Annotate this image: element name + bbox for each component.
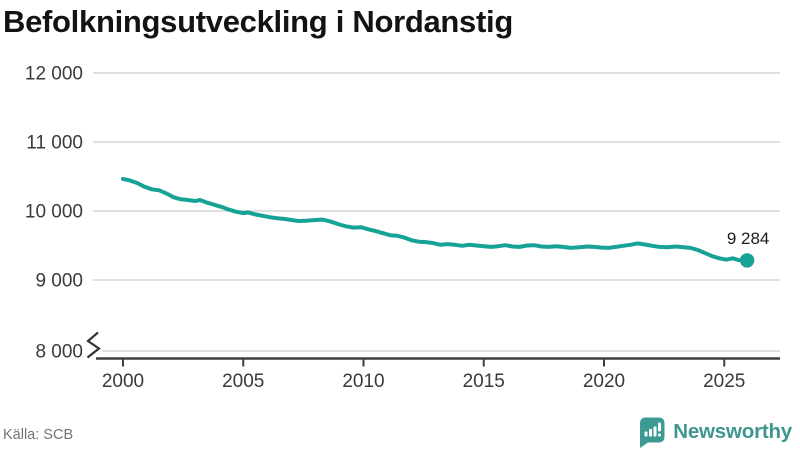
latest-value-marker (739, 253, 755, 268)
population-series-line (121, 176, 750, 263)
x-tick-label: 2005 (222, 371, 264, 392)
x-tick-label: 2025 (703, 371, 745, 392)
latest-value-label: 9 284 (727, 229, 770, 248)
source-note: Källa: SCB (3, 427, 74, 443)
y-tick-label: 8 000 (35, 342, 83, 363)
newsworthy-bubble-chart-icon (640, 417, 665, 448)
y-tick-label: 9 000 (35, 271, 83, 292)
y-tick-label: 11 000 (26, 133, 83, 154)
y-axis-break-icon (86, 331, 101, 359)
y-tick-label: 12 000 (25, 64, 83, 85)
newsworthy-wordmark: Newsworthy (673, 420, 792, 443)
x-axis-labels: 2000 2005 2010 2015 2020 2025 (102, 371, 746, 392)
x-tick-label: 2010 (342, 371, 384, 392)
chart-title: Befolkningsutveckling i Nordanstig (3, 4, 513, 39)
y-axis-labels: 12 000 11 000 10 000 9 000 8 000 (25, 64, 83, 363)
x-tick-label: 2020 (583, 371, 625, 392)
y-tick-label: 10 000 (25, 202, 83, 223)
gridlines (93, 72, 780, 352)
newsworthy-logo: Newsworthy (638, 416, 792, 448)
x-tick-label: 2015 (463, 371, 505, 392)
x-tick-label: 2000 (102, 371, 144, 392)
x-axis-ticks (122, 359, 726, 367)
